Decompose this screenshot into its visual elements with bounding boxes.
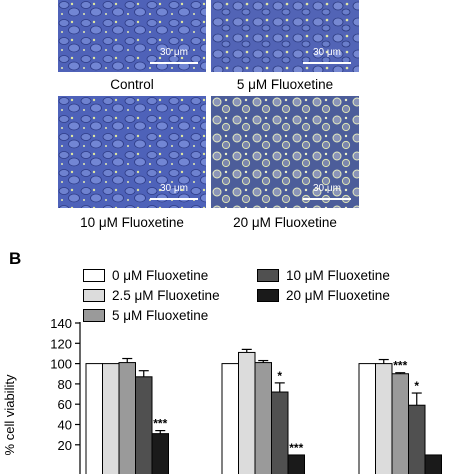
- bar-g3-3: [408, 404, 426, 474]
- bar-g1-3: [135, 376, 153, 474]
- cell-texture-20um: [211, 96, 359, 208]
- scale-bar-5um: [303, 62, 351, 64]
- cell-texture-control: [58, 0, 206, 72]
- legend-swatch-5um: [83, 308, 105, 322]
- bar-g1-0: [85, 363, 103, 474]
- y-axis-label: % cell viability: [2, 374, 17, 455]
- significance-g2-3: *: [277, 369, 282, 383]
- legend-swatch-0um: [83, 268, 105, 282]
- caption-5um: 5 μM Fluoxetine: [236, 77, 334, 92]
- legend-label-10um: 10 μM Fluoxetine: [286, 267, 390, 283]
- significance-g3-3: *: [414, 379, 419, 393]
- bar-g2-1: [238, 351, 256, 474]
- panel-letter-b: B: [9, 249, 22, 268]
- caption-control: Control: [110, 77, 154, 92]
- bar-g1-1: [102, 363, 120, 474]
- scale-bar-control: [150, 62, 198, 64]
- bar-g1-4: [151, 433, 169, 474]
- legend-label-2-5um: 2.5 μM Fluoxetine: [112, 287, 220, 303]
- y-tick-label-120: 120: [50, 336, 72, 351]
- legend-item-2-5um: 2.5 μM Fluoxetine: [83, 287, 220, 303]
- legend-item-5um: 5 μM Fluoxetine: [83, 307, 208, 323]
- bar-g2-0: [221, 363, 239, 474]
- bar-g2-4: [287, 454, 305, 474]
- bar-g3-4: [424, 454, 442, 474]
- cell-texture-5um: [211, 0, 359, 72]
- axis-layer: 20 40 60 80 100 120 140: [50, 316, 81, 474]
- bar-g2-2: [254, 362, 272, 474]
- y-tick-label-20: 20: [58, 438, 72, 453]
- scale-label-5um: 30 μm: [313, 47, 341, 58]
- legend-item-10um: 10 μM Fluoxetine: [257, 267, 390, 283]
- y-tick-label-40: 40: [58, 418, 72, 433]
- legend-swatch-10um: [257, 268, 279, 282]
- bar-g1-2: [118, 362, 136, 474]
- micrograph-10um: [58, 96, 206, 208]
- y-tick-label-80: 80: [58, 377, 72, 392]
- legend-item-0um: 0 μM Fluoxetine: [83, 267, 208, 283]
- micrograph-5um: [211, 0, 359, 72]
- micrograph-control: [58, 0, 206, 72]
- bar-g3-1: [375, 363, 393, 474]
- y-tick-label-140: 140: [50, 316, 72, 331]
- legend-label-20um: 20 μM Fluoxetine: [286, 287, 390, 303]
- scale-label-control: 30 μm: [160, 47, 188, 58]
- significance-g1-4: ***: [153, 417, 167, 431]
- scale-label-10um: 30 μm: [160, 183, 188, 194]
- significance-g3-2: ***: [393, 359, 407, 373]
- bar-layer: ***********: [85, 348, 442, 474]
- y-tick-label-100: 100: [50, 357, 72, 372]
- bar-g3-0: [358, 363, 376, 474]
- significance-g2-4: ***: [289, 441, 303, 455]
- caption-10um: 10 μM Fluoxetine: [80, 215, 184, 230]
- caption-20um: 20 μM Fluoxetine: [233, 215, 337, 230]
- legend-label-5um: 5 μM Fluoxetine: [112, 307, 209, 323]
- scale-bar-20um: [303, 198, 351, 200]
- cell-texture-10um: [58, 96, 206, 208]
- legend-swatch-20um: [257, 288, 279, 302]
- bar-g2-3: [271, 391, 289, 474]
- y-tick-label-60: 60: [58, 397, 72, 412]
- legend-label-0um: 0 μM Fluoxetine: [112, 267, 209, 283]
- legend-item-20um: 20 μM Fluoxetine: [257, 287, 390, 303]
- scale-label-20um: 30 μm: [313, 183, 341, 194]
- legend-swatch-2-5um: [83, 288, 105, 302]
- bar-g3-2: [391, 373, 409, 474]
- micrograph-20um: [211, 96, 359, 208]
- scale-bar-10um: [150, 198, 198, 200]
